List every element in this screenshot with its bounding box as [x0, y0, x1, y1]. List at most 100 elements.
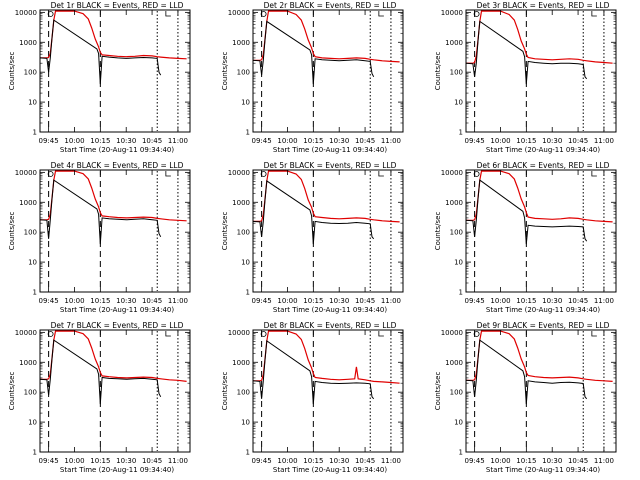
plot-frame: [252, 329, 404, 453]
y-tick-label: 10000: [15, 329, 37, 337]
y-tick-label: 10000: [228, 9, 250, 17]
events-series-line: [465, 179, 588, 245]
x-tick-label: 10:00: [64, 457, 84, 465]
x-tick-label: 10:00: [490, 297, 510, 305]
y-tick-label: 1: [246, 449, 250, 457]
lld-series-line: [253, 330, 400, 384]
y-axis-label: Counts/sec: [221, 372, 229, 411]
x-tick-label: 10:45: [568, 457, 588, 465]
x-tick-label: 10:00: [490, 137, 510, 145]
events-series-line: [465, 20, 588, 85]
x-tick-label: 10:00: [490, 457, 510, 465]
y-axis-label: Counts/sec: [8, 212, 16, 251]
attenuator-marker-circle: [47, 171, 54, 177]
x-tick-label: 10:00: [64, 297, 84, 305]
x-tick-label: 09:45: [39, 297, 59, 305]
y-tick-label: 10: [241, 259, 250, 267]
detector-panel: Det 9r BLACK = Events, RED = LLD 1 10 100 10…: [434, 321, 617, 474]
y-tick-label: 1000: [445, 359, 463, 367]
chart-title: Det 8r BLACK = Events, RED = LLD: [264, 321, 397, 330]
y-axis-label: Counts/sec: [8, 52, 16, 91]
attenuator-marker-step: [165, 171, 171, 177]
x-tick-label: 09:45: [465, 137, 485, 145]
lld-series-line: [40, 170, 187, 222]
attenuator-marker-step: [378, 331, 384, 337]
chart-title: Det 6r BLACK = Events, RED = LLD: [477, 161, 610, 170]
attenuator-marker-circle: [260, 171, 267, 177]
y-tick-label: 10: [28, 259, 37, 267]
y-tick-label: 1000: [232, 39, 250, 47]
x-tick-label: 11:00: [381, 457, 401, 465]
y-tick-label: 100: [24, 389, 37, 397]
attenuator-marker-step: [591, 171, 597, 177]
y-tick-label: 1: [459, 129, 463, 137]
chart-title: Det 4r BLACK = Events, RED = LLD: [51, 161, 184, 170]
detector-panel: Det 5r BLACK = Events, RED = LLD 1 10 100 10…: [221, 161, 404, 314]
plot-frame: [39, 9, 191, 133]
x-tick-label: 10:00: [277, 137, 297, 145]
x-tick-label: 10:30: [116, 457, 136, 465]
y-tick-label: 10: [454, 99, 463, 107]
y-axis-label: Counts/sec: [221, 212, 229, 251]
x-tick-label: 09:45: [465, 457, 485, 465]
x-tick-label: 11:00: [168, 297, 188, 305]
x-axis-label: Start Time (20-Aug-11 09:34:40): [273, 306, 387, 314]
events-series-line: [39, 339, 162, 405]
plot-frame: [252, 169, 404, 293]
x-axis-label: Start Time (20-Aug-11 09:34:40): [273, 466, 387, 474]
x-tick-label: 10:30: [116, 137, 136, 145]
chart-title: Det 5r BLACK = Events, RED = LLD: [264, 161, 397, 170]
y-tick-label: 1000: [19, 359, 37, 367]
attenuator-marker-step: [591, 331, 597, 337]
chart-title: Det 7r BLACK = Events, RED = LLD: [51, 321, 184, 330]
y-tick-label: 10000: [441, 329, 463, 337]
lld-series-line: [466, 10, 613, 64]
x-tick-label: 11:00: [168, 137, 188, 145]
lld-series-line: [253, 10, 400, 63]
x-tick-label: 10:45: [355, 297, 375, 305]
plot-frame: [465, 169, 617, 293]
lld-series-line: [466, 330, 613, 382]
x-tick-label: 09:45: [252, 137, 272, 145]
plot-frame: [465, 9, 617, 133]
y-tick-label: 10000: [15, 169, 37, 177]
y-tick-label: 1: [459, 289, 463, 297]
x-tick-label: 09:45: [252, 457, 272, 465]
y-tick-label: 1: [246, 129, 250, 137]
y-axis-label: Counts/sec: [434, 372, 442, 411]
attenuator-marker-step: [165, 11, 171, 17]
y-tick-label: 100: [450, 69, 463, 77]
y-tick-label: 10: [241, 99, 250, 107]
chart-title: Det 9r BLACK = Events, RED = LLD: [477, 321, 610, 330]
x-tick-label: 10:30: [329, 137, 349, 145]
y-tick-label: 10000: [441, 169, 463, 177]
x-axis-label: Start Time (20-Aug-11 09:34:40): [273, 146, 387, 154]
x-axis-label: Start Time (20-Aug-11 09:34:40): [60, 306, 174, 314]
x-tick-label: 10:15: [516, 297, 536, 305]
y-tick-label: 10000: [228, 169, 250, 177]
events-series-line: [39, 19, 162, 85]
x-tick-label: 09:45: [252, 297, 272, 305]
x-tick-label: 10:15: [516, 137, 536, 145]
x-tick-label: 11:00: [594, 137, 614, 145]
chart-title: Det 1r BLACK = Events, RED = LLD: [51, 1, 184, 10]
x-tick-label: 10:45: [142, 457, 162, 465]
x-tick-label: 11:00: [594, 457, 614, 465]
attenuator-marker-circle: [260, 331, 267, 337]
y-tick-label: 100: [237, 69, 250, 77]
detector-panel: Det 2r BLACK = Events, RED = LLD 1 10 100 10…: [221, 1, 404, 154]
y-tick-label: 100: [237, 229, 250, 237]
x-tick-label: 10:00: [277, 457, 297, 465]
plot-frame: [465, 329, 617, 453]
y-tick-label: 10000: [15, 9, 37, 17]
x-tick-label: 10:30: [116, 297, 136, 305]
x-tick-label: 10:15: [90, 297, 110, 305]
detector-panel: Det 6r BLACK = Events, RED = LLD 1 10 100 10…: [434, 161, 617, 314]
x-tick-label: 09:45: [465, 297, 485, 305]
y-tick-label: 10: [241, 419, 250, 427]
x-tick-label: 10:45: [355, 137, 375, 145]
y-axis-label: Counts/sec: [8, 372, 16, 411]
lld-series-line: [40, 10, 187, 60]
y-axis-label: Counts/sec: [434, 212, 442, 251]
